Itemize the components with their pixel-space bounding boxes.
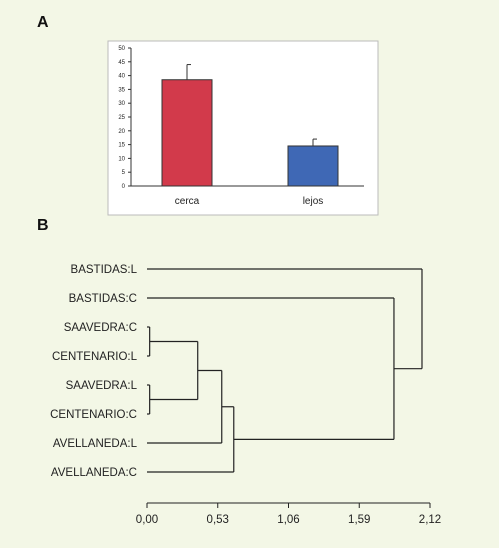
leaf-label: AVELLANEDA:C bbox=[51, 467, 137, 479]
panel-label-b: B bbox=[37, 217, 49, 234]
bar-y-tick-label: 30 bbox=[118, 101, 125, 107]
dendrogram-x-axis: 0,00 0,53 1,06 1,59 2,12 bbox=[136, 502, 441, 526]
dendrogram-leaf-labels: BASTIDAS:L BASTIDAS:C SAAVEDRA:C CENTENARIO… bbox=[50, 264, 138, 479]
bar-y-tick-label: 35 bbox=[118, 87, 125, 93]
dendrogram-x-tick-label: 1,06 bbox=[277, 514, 299, 526]
dendrogram-x-tick-label: 0,53 bbox=[207, 514, 229, 526]
bar-y-tick-label: 40 bbox=[118, 74, 125, 80]
dendrogram-x-tick-label: 2,12 bbox=[419, 514, 441, 526]
bar-marks bbox=[161, 64, 339, 187]
leaf-label: SAAVEDRA:L bbox=[66, 380, 138, 392]
dendrogram-x-tick-label: 1,59 bbox=[348, 514, 370, 526]
bar-y-tick-label: 0 bbox=[122, 184, 126, 190]
leaf-label: CENTENARIO:C bbox=[50, 409, 137, 421]
bar-cerca bbox=[161, 79, 213, 187]
leaf-label: SAAVEDRA:C bbox=[64, 322, 137, 334]
bar-x-labels: cerca lejos bbox=[175, 196, 324, 207]
leaf-label: CENTENARIO:L bbox=[52, 351, 138, 363]
leaf-label: AVELLANEDA:L bbox=[53, 438, 138, 450]
bar-lejos bbox=[287, 145, 339, 187]
bar-y-tick-label: 20 bbox=[118, 129, 125, 135]
bar-category-label: cerca bbox=[175, 196, 200, 207]
bar-category-label: lejos bbox=[303, 196, 324, 207]
leaf-label: BASTIDAS:L bbox=[71, 264, 138, 276]
dendrogram-x-tick-label: 0,00 bbox=[136, 514, 158, 526]
panel-label-a: A bbox=[37, 14, 49, 31]
dendrogram-links bbox=[147, 268, 423, 473]
bar-y-tick-label: 25 bbox=[118, 115, 125, 121]
bar-y-tick-label: 10 bbox=[118, 156, 125, 162]
leaf-label: BASTIDAS:C bbox=[69, 293, 137, 305]
bar-y-tick-label: 15 bbox=[118, 143, 125, 149]
bar-y-tick-label: 50 bbox=[118, 46, 125, 52]
bar-y-tick-label: 5 bbox=[122, 170, 126, 176]
bar-y-tick-label: 45 bbox=[118, 60, 125, 66]
